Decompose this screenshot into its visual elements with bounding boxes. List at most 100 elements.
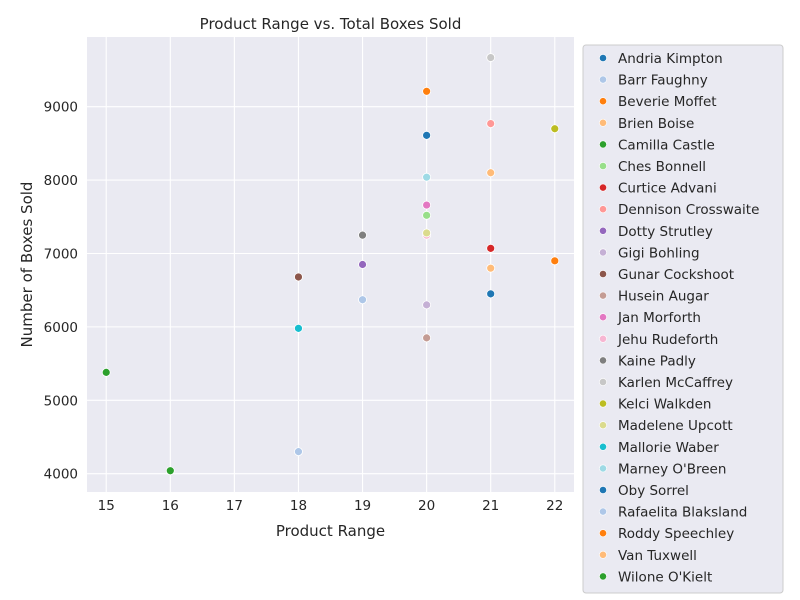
x-axis-label: Product Range: [276, 522, 385, 540]
legend-marker: [599, 140, 607, 149]
y-tick-label: 7000: [44, 246, 78, 262]
legend-item: Husein Augar: [599, 289, 709, 305]
legend-marker: [599, 356, 607, 365]
data-point: [422, 86, 432, 96]
data-point: [422, 210, 432, 220]
legend-item: Beverie Moffet: [599, 94, 717, 110]
legend-item: Jehu Rudeforth: [599, 332, 718, 348]
legend-marker: [599, 334, 607, 343]
legend-marker: [599, 54, 607, 62]
legend: Andria Kimpton Barr Faughny Beverie Moffet…: [582, 44, 784, 594]
data-point: [550, 124, 560, 134]
x-tick-label: 22: [546, 498, 563, 514]
legend-marker: [599, 162, 607, 170]
y-tick-label: 5000: [44, 393, 78, 409]
legend-marker: [599, 226, 607, 235]
x-tick-label: 18: [290, 498, 307, 514]
legend-marker: [599, 550, 607, 559]
x-tick-label: 16: [162, 498, 179, 514]
data-point: [101, 367, 111, 377]
plot-area: [87, 37, 574, 492]
legend-box: [582, 44, 784, 594]
legend-marker: [599, 270, 607, 278]
data-point: [550, 256, 560, 266]
legend-item: Dotty Strutley: [599, 224, 713, 240]
data-point: [486, 119, 496, 128]
legend-label: Jan Morforth: [617, 310, 701, 326]
data-point: [422, 228, 432, 238]
legend-label: Andria Kimpton: [618, 51, 723, 67]
legend-label: Van Tuxwell: [618, 548, 697, 564]
legend-item: Madelene Upcott: [599, 418, 733, 434]
legend-label: Curtice Advani: [618, 181, 717, 197]
y-axis-label: Number of Boxes Sold: [18, 182, 36, 348]
legend-marker: [599, 399, 607, 408]
legend-item: Marney O'Breen: [599, 461, 726, 477]
y-tick-label: 8000: [44, 173, 78, 189]
legend-label: Gunar Cockshoot: [618, 267, 734, 283]
data-point: [294, 272, 303, 282]
legend-marker: [599, 75, 607, 84]
legend-item: Oby Sorrel: [599, 483, 689, 499]
legend-label: Gigi Bohling: [618, 245, 700, 261]
y-tick-label: 9000: [44, 100, 78, 116]
x-tick-label: 21: [482, 498, 499, 514]
x-tick-label: 17: [226, 498, 243, 514]
legend-item: Mallorie Waber: [599, 440, 719, 456]
data-point: [422, 333, 432, 343]
legend-marker: [599, 507, 607, 516]
legend-item: Camilla Castle: [599, 137, 715, 153]
legend-label: Rafaelita Blaksland: [618, 505, 747, 521]
legend-marker: [599, 529, 607, 538]
legend-label: Beverie Moffet: [618, 94, 717, 110]
legend-marker: [599, 205, 607, 214]
legend-label: Brien Boise: [618, 116, 694, 132]
data-point: [294, 323, 303, 333]
data-point: [486, 263, 496, 273]
legend-item: Gunar Cockshoot: [599, 267, 734, 283]
legend-item: Kaine Padly: [599, 353, 696, 369]
legend-label: Husein Augar: [618, 289, 709, 305]
data-point: [422, 172, 432, 182]
legend-label: Kelci Walkden: [618, 397, 711, 413]
legend-item: Brien Boise: [599, 116, 694, 132]
data-point: [422, 300, 432, 310]
legend-item: Andria Kimpton: [599, 51, 723, 67]
legend-label: Mallorie Waber: [618, 440, 719, 456]
legend-label: Wilone O'Kielt: [618, 569, 712, 585]
x-tick-label: 20: [418, 498, 435, 514]
legend-marker: [599, 291, 607, 300]
data-point: [358, 230, 367, 240]
data-point: [486, 53, 496, 62]
legend-item: Van Tuxwell: [599, 548, 697, 564]
legend-marker: [599, 572, 607, 581]
x-tick-labels: 15 16 17 18 19 20 21 22: [98, 498, 564, 514]
legend-label: Karlen McCaffrey: [618, 375, 733, 391]
legend-marker: [599, 378, 607, 386]
legend-marker: [599, 97, 607, 106]
legend-item: Rafaelita Blaksland: [599, 505, 747, 521]
y-tick-labels: 4000 5000 6000 7000 8000 9000: [44, 100, 78, 483]
legend-item: Roddy Speechley: [599, 526, 734, 542]
legend-label: Marney O'Breen: [618, 461, 726, 477]
legend-label: Barr Faughny: [618, 73, 708, 89]
data-point: [422, 200, 432, 210]
legend-item: Karlen McCaffrey: [599, 375, 733, 391]
legend-marker: [599, 248, 607, 257]
legend-item: Ches Bonnell: [599, 159, 706, 175]
legend-marker: [599, 313, 607, 322]
data-point: [422, 130, 432, 140]
data-point: [358, 260, 367, 269]
data-point: [165, 466, 175, 476]
y-tick-label: 6000: [44, 320, 78, 336]
data-point: [486, 289, 496, 299]
legend-label: Dennison Crosswaite: [618, 202, 759, 218]
legend-marker: [599, 442, 607, 451]
legend-item: Barr Faughny: [599, 73, 708, 89]
legend-marker: [599, 183, 607, 192]
legend-item: Jan Morforth: [599, 310, 701, 326]
legend-label: Madelene Upcott: [618, 418, 733, 434]
legend-label: Camilla Castle: [618, 137, 715, 153]
legend-marker: [599, 486, 607, 494]
legend-label: Ches Bonnell: [618, 159, 706, 175]
